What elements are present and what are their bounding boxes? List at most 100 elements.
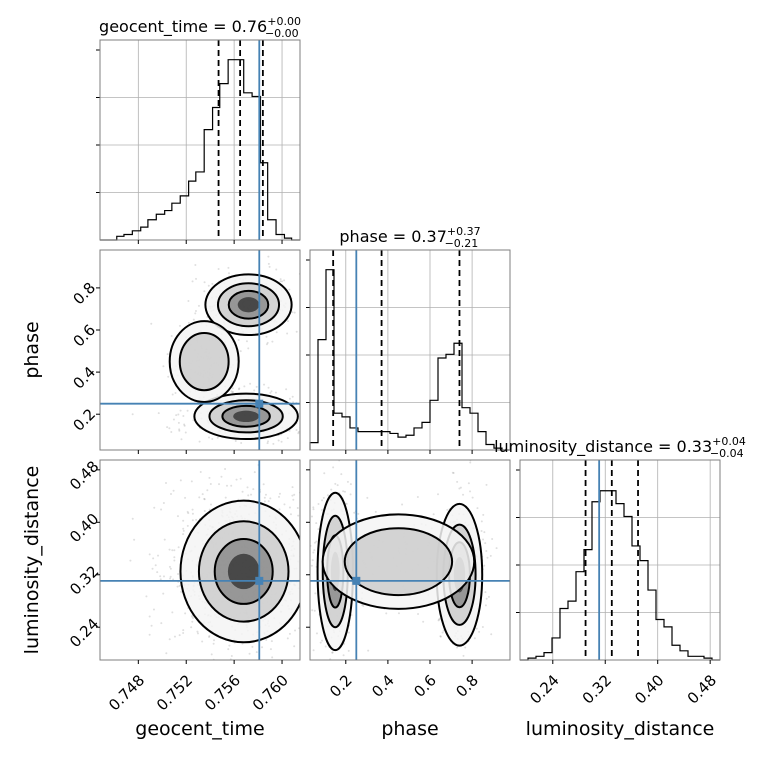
sample-point <box>340 663 342 665</box>
sample-point <box>283 503 286 506</box>
sample-point <box>296 507 299 510</box>
sample-point <box>211 282 214 285</box>
sample-point <box>157 412 160 415</box>
scatter-panel-geocent_time-vs-luminosity_distance <box>96 459 309 671</box>
sample-point <box>279 278 282 281</box>
sample-point <box>182 519 185 522</box>
sample-point <box>306 548 308 550</box>
sample-point <box>437 493 440 496</box>
sample-point <box>178 429 181 432</box>
sample-point <box>172 489 175 492</box>
sample-point <box>195 518 198 521</box>
title-value: geocent_time = 0.76 <box>99 17 267 37</box>
sample-point <box>234 440 237 443</box>
sample-point <box>198 496 201 499</box>
sample-point <box>305 594 307 596</box>
sample-point <box>324 399 326 401</box>
sample-point <box>250 493 253 496</box>
sample-point <box>312 506 315 509</box>
density-contour <box>178 331 230 392</box>
sample-point <box>485 550 488 553</box>
sample-point <box>304 546 306 548</box>
histogram-step-phase <box>309 269 510 451</box>
sample-point <box>305 531 307 533</box>
sample-point <box>253 471 256 474</box>
sample-point <box>231 391 234 394</box>
sample-point <box>176 515 179 518</box>
sample-point <box>169 567 172 570</box>
sample-point <box>168 638 171 641</box>
sample-point <box>315 540 318 543</box>
sample-point <box>294 629 297 632</box>
sample-point <box>129 559 132 562</box>
sample-point <box>437 619 440 622</box>
sample-point <box>441 631 444 634</box>
sample-point <box>173 635 176 638</box>
title-value: phase = 0.37 <box>339 227 446 246</box>
x-axis-label-geocent_time: geocent_time <box>135 718 264 740</box>
sample-point <box>183 424 186 427</box>
sample-point <box>303 554 305 556</box>
sample-point <box>464 646 467 649</box>
x-axis-label-luminosity_distance: luminosity_distance <box>526 718 715 740</box>
sample-point <box>235 478 238 481</box>
sample-point <box>335 451 337 453</box>
sample-point <box>304 599 306 601</box>
sample-point <box>239 477 242 480</box>
sample-point <box>483 564 486 567</box>
sample-point <box>175 414 178 417</box>
sample-point <box>342 654 345 657</box>
sample-point <box>306 616 308 618</box>
sample-point <box>187 321 190 324</box>
sample-point <box>483 531 486 534</box>
sample-point <box>266 341 269 344</box>
sample-point <box>163 538 166 541</box>
sample-point <box>227 669 229 671</box>
sample-point <box>317 528 320 531</box>
sample-point <box>291 494 294 497</box>
sample-point <box>321 697 323 699</box>
sample-point <box>214 460 216 462</box>
sample-point <box>326 494 329 497</box>
sample-point <box>304 312 306 314</box>
sample-point <box>297 430 300 433</box>
sample-point <box>192 617 195 620</box>
sample-point <box>307 538 309 540</box>
sample-point <box>486 556 489 559</box>
sample-point <box>171 549 174 552</box>
sample-point <box>131 517 134 520</box>
truth-marker <box>255 399 264 408</box>
sample-point <box>225 484 228 487</box>
sample-point <box>248 652 251 655</box>
x-tick-label: 0.752 <box>153 671 196 714</box>
y-tick-label: 0.4 <box>70 363 100 393</box>
x-axis-label-phase: phase <box>381 718 438 740</box>
sample-point <box>238 387 241 390</box>
sample-point <box>169 492 172 495</box>
sample-point <box>194 312 197 315</box>
sample-point <box>279 280 282 283</box>
histogram-step-luminosity_distance <box>520 490 720 661</box>
sample-point <box>243 385 246 388</box>
sample-point <box>484 591 487 594</box>
sample-point <box>289 513 292 516</box>
sample-point <box>176 585 179 588</box>
sample-point <box>168 427 171 430</box>
y-tick-label: 0.6 <box>70 321 100 351</box>
sample-point <box>133 538 136 541</box>
sample-point <box>307 584 309 586</box>
sample-point <box>305 530 307 532</box>
sample-point <box>232 390 235 393</box>
sample-point <box>230 655 233 658</box>
sample-point <box>324 645 327 648</box>
sample-point <box>182 529 185 532</box>
sample-point <box>491 537 494 540</box>
sample-point <box>439 635 442 638</box>
sample-point <box>179 479 182 482</box>
sample-point <box>242 669 244 671</box>
sample-point <box>178 324 181 327</box>
sample-point <box>266 442 269 445</box>
sample-point <box>485 597 488 600</box>
x-tick-label: 0.48 <box>684 671 720 707</box>
